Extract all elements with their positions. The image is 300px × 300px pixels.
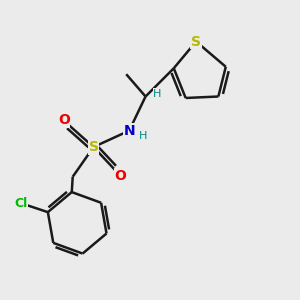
Text: O: O xyxy=(58,113,70,127)
Text: S: S xyxy=(88,140,98,154)
Text: H: H xyxy=(139,131,148,141)
Text: N: N xyxy=(123,124,135,138)
Text: Cl: Cl xyxy=(14,197,28,210)
Text: S: S xyxy=(191,34,201,49)
Text: O: O xyxy=(114,169,126,183)
Text: H: H xyxy=(153,88,162,98)
